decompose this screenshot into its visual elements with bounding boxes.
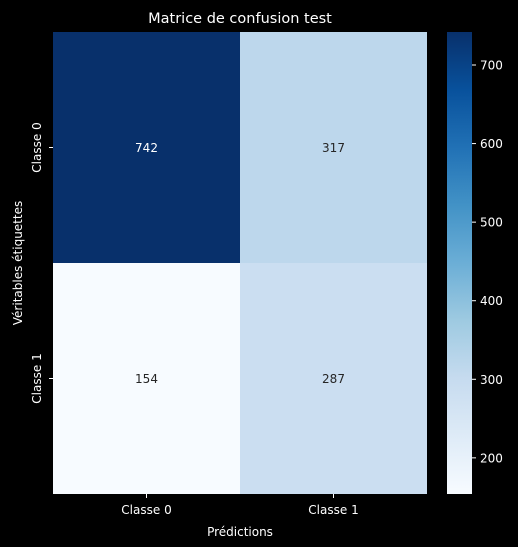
colorbar-tick-label: 500 [480,216,503,230]
x-axis-label: Prédictions [207,525,273,539]
colorbar-tick-label: 600 [480,137,503,151]
heatmap-cells [53,32,427,494]
cell-value-label: 154 [135,372,158,386]
y-axis: Classe 0 Classe 1 [30,122,53,404]
y-tick-label: Classe 1 [30,353,44,403]
x-tick-label: Classe 0 [121,503,171,517]
heatmap-cell [240,263,427,494]
colorbar-tick-label: 300 [480,373,503,387]
cell-value-label: 317 [322,141,345,155]
cell-value-label: 287 [322,372,345,386]
cell-annotations: 742 317 154 287 [135,141,345,386]
heatmap-cell [240,32,427,263]
x-axis: Classe 0 Classe 1 [121,494,359,517]
y-axis-label: Véritables étiquettes [11,201,25,325]
x-tick-label: Classe 1 [308,503,358,517]
colorbar-tick-label: 400 [480,294,503,308]
heatmap-cell [53,32,240,263]
colorbar [447,32,472,494]
y-tick-label: Classe 0 [30,122,44,172]
heatmap-cell [53,263,240,494]
colorbar-ticks: 200 300 400 500 600 700 [472,59,503,465]
colorbar-tick-label: 200 [480,451,503,465]
chart-title: Matrice de confusion test [148,11,332,27]
colorbar-tick-label: 700 [480,59,503,73]
cell-value-label: 742 [135,141,158,155]
